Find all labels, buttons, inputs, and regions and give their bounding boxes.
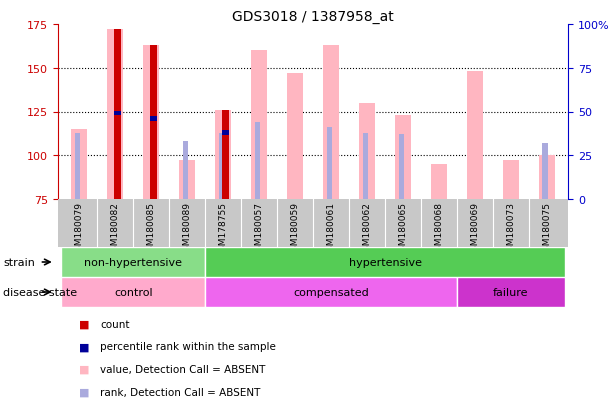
Bar bbox=[255, 123, 260, 199]
Text: GSM180069: GSM180069 bbox=[471, 202, 480, 257]
Bar bbox=[398, 135, 404, 199]
Text: rank, Detection Call = ABSENT: rank, Detection Call = ABSENT bbox=[100, 387, 261, 397]
Bar bbox=[222, 111, 229, 199]
Text: GSM180059: GSM180059 bbox=[291, 202, 300, 257]
Bar bbox=[107, 30, 123, 199]
Text: ■: ■ bbox=[79, 342, 89, 351]
Text: disease state: disease state bbox=[3, 287, 77, 297]
Text: ■: ■ bbox=[79, 364, 89, 374]
Bar bbox=[206, 247, 565, 277]
Bar bbox=[326, 128, 332, 199]
Text: value, Detection Call = ABSENT: value, Detection Call = ABSENT bbox=[100, 364, 266, 374]
Bar bbox=[183, 142, 188, 199]
Bar bbox=[457, 277, 565, 307]
Bar bbox=[431, 165, 447, 199]
Bar bbox=[222, 131, 229, 135]
Bar bbox=[61, 247, 206, 277]
Bar bbox=[219, 133, 224, 199]
Text: GSM180082: GSM180082 bbox=[111, 202, 120, 256]
Text: GSM180079: GSM180079 bbox=[75, 202, 84, 257]
Text: failure: failure bbox=[493, 287, 529, 297]
Bar bbox=[542, 144, 548, 199]
Text: non-hypertensive: non-hypertensive bbox=[85, 257, 182, 267]
Text: percentile rank within the sample: percentile rank within the sample bbox=[100, 342, 276, 351]
Bar bbox=[75, 133, 80, 199]
Bar bbox=[251, 51, 268, 199]
Bar bbox=[467, 72, 483, 199]
Bar bbox=[150, 46, 157, 199]
Text: hypertensive: hypertensive bbox=[348, 257, 421, 267]
Bar bbox=[359, 104, 375, 199]
Title: GDS3018 / 1387958_at: GDS3018 / 1387958_at bbox=[232, 10, 394, 24]
Text: GSM180062: GSM180062 bbox=[362, 202, 371, 256]
Bar bbox=[362, 133, 368, 199]
Bar bbox=[150, 117, 157, 121]
Text: GSM180075: GSM180075 bbox=[542, 202, 551, 257]
Bar bbox=[215, 111, 231, 199]
Text: GSM180061: GSM180061 bbox=[326, 202, 336, 257]
Text: compensated: compensated bbox=[293, 287, 369, 297]
Bar bbox=[179, 161, 195, 199]
Text: control: control bbox=[114, 287, 153, 297]
Bar bbox=[503, 161, 519, 199]
Bar bbox=[61, 277, 206, 307]
Text: GSM180085: GSM180085 bbox=[147, 202, 156, 257]
Text: ■: ■ bbox=[79, 319, 89, 329]
Text: ■: ■ bbox=[79, 387, 89, 397]
Bar bbox=[323, 46, 339, 199]
Text: GSM180089: GSM180089 bbox=[183, 202, 192, 257]
Text: GSM180073: GSM180073 bbox=[506, 202, 516, 257]
Bar bbox=[114, 30, 121, 199]
Text: GSM180065: GSM180065 bbox=[398, 202, 407, 257]
Bar bbox=[206, 277, 457, 307]
Text: GSM180068: GSM180068 bbox=[435, 202, 443, 257]
Bar bbox=[71, 130, 88, 199]
Bar bbox=[143, 46, 159, 199]
Bar bbox=[287, 74, 303, 199]
Bar bbox=[539, 156, 555, 199]
Text: GSM180057: GSM180057 bbox=[255, 202, 264, 257]
Text: GSM178755: GSM178755 bbox=[219, 202, 228, 257]
Text: strain: strain bbox=[3, 257, 35, 267]
Bar bbox=[395, 116, 411, 199]
Text: count: count bbox=[100, 319, 130, 329]
Bar bbox=[114, 112, 121, 116]
